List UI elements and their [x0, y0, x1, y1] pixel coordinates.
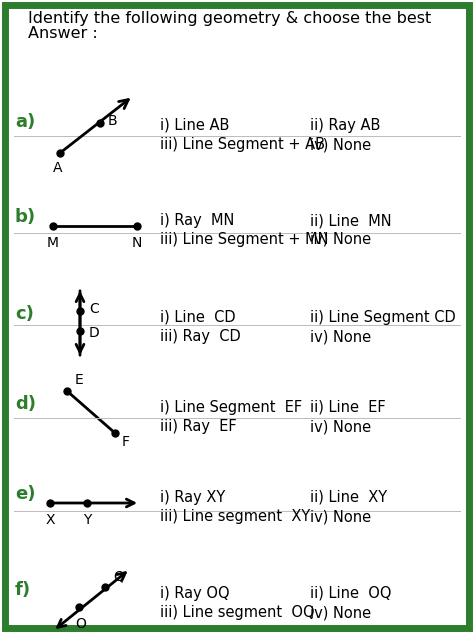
- Text: Identify the following geometry & choose the best: Identify the following geometry & choose…: [28, 11, 431, 26]
- Text: iii) Ray  EF: iii) Ray EF: [160, 419, 237, 434]
- Text: d): d): [15, 395, 36, 413]
- Text: iii) Line Segment + AB: iii) Line Segment + AB: [160, 137, 325, 152]
- Text: ii) Line  MN: ii) Line MN: [310, 213, 392, 228]
- Text: iv) None: iv) None: [310, 605, 371, 620]
- Text: C: C: [89, 302, 99, 316]
- Text: b): b): [15, 208, 36, 226]
- Text: X: X: [45, 513, 55, 527]
- Text: iii) Ray  CD: iii) Ray CD: [160, 329, 241, 344]
- Text: A: A: [53, 161, 63, 175]
- Text: a): a): [15, 113, 35, 131]
- Text: iv) None: iv) None: [310, 329, 371, 344]
- Text: iv) None: iv) None: [310, 137, 371, 152]
- Text: i) Line AB: i) Line AB: [160, 118, 229, 133]
- Text: c): c): [15, 305, 34, 323]
- Text: B: B: [108, 114, 118, 128]
- Text: ii) Ray AB: ii) Ray AB: [310, 118, 380, 133]
- Text: N: N: [132, 236, 142, 250]
- Text: ii) Line  XY: ii) Line XY: [310, 490, 387, 505]
- Text: iii) Line segment  OQ: iii) Line segment OQ: [160, 605, 315, 620]
- Text: F: F: [122, 435, 130, 449]
- Text: i) Ray OQ: i) Ray OQ: [160, 586, 229, 601]
- Text: iv) None: iv) None: [310, 419, 371, 434]
- Text: i) Line  CD: i) Line CD: [160, 310, 236, 325]
- Text: O: O: [75, 617, 86, 631]
- Text: iii) Line Segment + MN: iii) Line Segment + MN: [160, 232, 328, 247]
- Text: iv) None: iv) None: [310, 509, 371, 524]
- Text: M: M: [47, 236, 59, 250]
- Text: f): f): [15, 581, 31, 599]
- Text: Q: Q: [113, 569, 124, 583]
- Text: i) Ray  MN: i) Ray MN: [160, 213, 234, 228]
- Text: Y: Y: [83, 513, 91, 527]
- Text: i) Line Segment  EF: i) Line Segment EF: [160, 400, 302, 415]
- Text: i) Ray XY: i) Ray XY: [160, 490, 225, 505]
- Text: Answer :: Answer :: [28, 26, 98, 41]
- Text: iii) Line segment  XY: iii) Line segment XY: [160, 509, 310, 524]
- Text: ii) Line Segment CD: ii) Line Segment CD: [310, 310, 456, 325]
- Text: iv) None: iv) None: [310, 232, 371, 247]
- Text: e): e): [15, 485, 36, 503]
- Text: ii) Line  OQ: ii) Line OQ: [310, 586, 392, 601]
- FancyBboxPatch shape: [5, 5, 469, 628]
- Text: ii) Line  EF: ii) Line EF: [310, 400, 386, 415]
- Text: D: D: [89, 326, 100, 340]
- Text: E: E: [75, 373, 84, 387]
